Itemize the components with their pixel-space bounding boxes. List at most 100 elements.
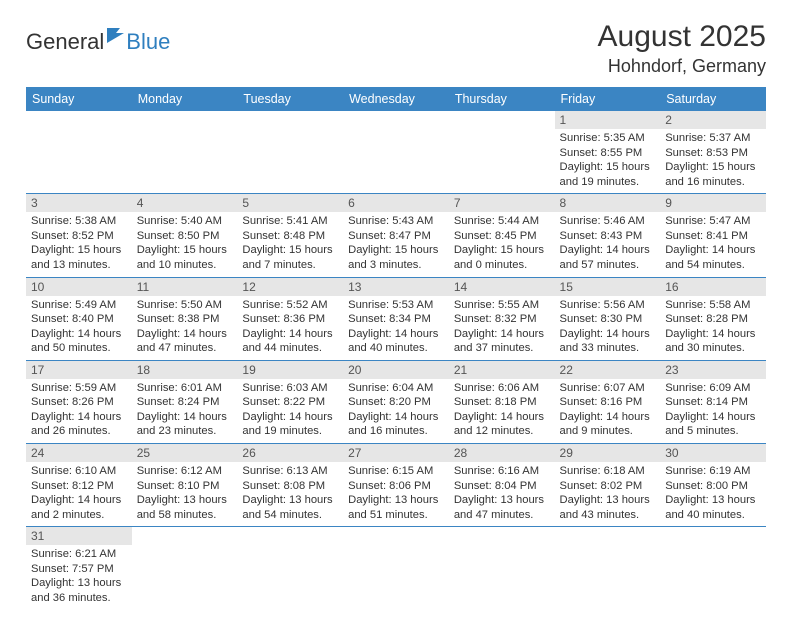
sunset-text: Sunset: 8:50 PM [137,229,233,244]
calendar-cell: 7Sunrise: 5:44 AMSunset: 8:45 PMDaylight… [449,194,555,277]
sunset-text: Sunset: 8:41 PM [665,229,761,244]
day-details: Sunrise: 6:18 AMSunset: 8:02 PMDaylight:… [555,462,661,526]
calendar-week-row: 31Sunrise: 6:21 AMSunset: 7:57 PMDayligh… [26,527,766,610]
day-details: Sunrise: 6:19 AMSunset: 8:00 PMDaylight:… [660,462,766,526]
sunset-text: Sunset: 8:16 PM [560,395,656,410]
daylight-text: Daylight: 14 hours and 40 minutes. [348,327,444,356]
sunrise-text: Sunrise: 6:16 AM [454,464,550,479]
day-number: 18 [132,361,238,379]
day-number: 2 [660,111,766,129]
sunset-text: Sunset: 8:22 PM [242,395,338,410]
daylight-text: Daylight: 13 hours and 40 minutes. [665,493,761,522]
day-details: Sunrise: 6:16 AMSunset: 8:04 PMDaylight:… [449,462,555,526]
sunset-text: Sunset: 8:12 PM [31,479,127,494]
daylight-text: Daylight: 15 hours and 3 minutes. [348,243,444,272]
day-details: Sunrise: 5:41 AMSunset: 8:48 PMDaylight:… [237,212,343,276]
sunset-text: Sunset: 8:30 PM [560,312,656,327]
calendar-cell [132,527,238,610]
daylight-text: Daylight: 15 hours and 19 minutes. [560,160,656,189]
daylight-text: Daylight: 14 hours and 33 minutes. [560,327,656,356]
day-details: Sunrise: 5:47 AMSunset: 8:41 PMDaylight:… [660,212,766,276]
day-number: 9 [660,194,766,212]
day-details: Sunrise: 5:56 AMSunset: 8:30 PMDaylight:… [555,296,661,360]
daylight-text: Daylight: 15 hours and 13 minutes. [31,243,127,272]
day-details: Sunrise: 5:52 AMSunset: 8:36 PMDaylight:… [237,296,343,360]
calendar-cell: 16Sunrise: 5:58 AMSunset: 8:28 PMDayligh… [660,277,766,360]
calendar-body: 1Sunrise: 5:35 AMSunset: 8:55 PMDaylight… [26,111,766,610]
weekday-header: Wednesday [343,87,449,111]
location: Hohndorf, Germany [598,56,766,77]
calendar-cell: 31Sunrise: 6:21 AMSunset: 7:57 PMDayligh… [26,527,132,610]
day-number: 22 [555,361,661,379]
daylight-text: Daylight: 14 hours and 50 minutes. [31,327,127,356]
sunrise-text: Sunrise: 5:56 AM [560,298,656,313]
calendar-cell [237,527,343,610]
calendar-cell: 24Sunrise: 6:10 AMSunset: 8:12 PMDayligh… [26,444,132,527]
sunrise-text: Sunrise: 5:49 AM [31,298,127,313]
calendar-cell: 4 Sunrise: 5:40 AMSunset: 8:50 PMDaylight… [132,194,238,277]
calendar-cell: 12Sunrise: 5:52 AMSunset: 8:36 PMDayligh… [237,277,343,360]
calendar-cell: 18Sunrise: 6:01 AMSunset: 8:24 PMDayligh… [132,360,238,443]
day-number: 17 [26,361,132,379]
daylight-text: Daylight: 14 hours and 5 minutes. [665,410,761,439]
daylight-text: Daylight: 13 hours and 36 minutes. [31,576,127,605]
daylight-text: Daylight: 15 hours and 10 minutes. [137,243,233,272]
logo: General Blue [26,26,170,57]
weekday-header: Tuesday [237,87,343,111]
day-number: 24 [26,444,132,462]
sunrise-text: Sunrise: 5:35 AM [560,131,656,146]
calendar-cell [237,111,343,194]
calendar-cell: 29Sunrise: 6:18 AMSunset: 8:02 PMDayligh… [555,444,661,527]
sunrise-text: Sunrise: 6:04 AM [348,381,444,396]
weekday-header: Friday [555,87,661,111]
weekday-header-row: Sunday Monday Tuesday Wednesday Thursday… [26,87,766,111]
sunset-text: Sunset: 8:40 PM [31,312,127,327]
calendar-cell [26,111,132,194]
sunrise-text: Sunrise: 6:18 AM [560,464,656,479]
daylight-text: Daylight: 14 hours and 57 minutes. [560,243,656,272]
sunrise-text: Sunrise: 5:58 AM [665,298,761,313]
day-number: 5 [237,194,343,212]
day-details: Sunrise: 5:50 AMSunset: 8:38 PMDaylight:… [132,296,238,360]
day-number: 27 [343,444,449,462]
day-number: 12 [237,278,343,296]
day-number: 20 [343,361,449,379]
day-number: 4 [132,194,238,212]
sunset-text: Sunset: 8:32 PM [454,312,550,327]
calendar-cell: 9Sunrise: 5:47 AMSunset: 8:41 PMDaylight… [660,194,766,277]
sunrise-text: Sunrise: 5:52 AM [242,298,338,313]
calendar-cell: 25Sunrise: 6:12 AMSunset: 8:10 PMDayligh… [132,444,238,527]
sunrise-text: Sunrise: 5:53 AM [348,298,444,313]
day-number: 31 [26,527,132,545]
day-details: Sunrise: 6:09 AMSunset: 8:14 PMDaylight:… [660,379,766,443]
calendar-week-row: 17Sunrise: 5:59 AMSunset: 8:26 PMDayligh… [26,360,766,443]
calendar-cell: 15Sunrise: 5:56 AMSunset: 8:30 PMDayligh… [555,277,661,360]
daylight-text: Daylight: 13 hours and 43 minutes. [560,493,656,522]
sunset-text: Sunset: 8:00 PM [665,479,761,494]
sunrise-text: Sunrise: 6:21 AM [31,547,127,562]
daylight-text: Daylight: 13 hours and 54 minutes. [242,493,338,522]
calendar-cell: 10Sunrise: 5:49 AMSunset: 8:40 PMDayligh… [26,277,132,360]
sunrise-text: Sunrise: 6:19 AM [665,464,761,479]
daylight-text: Daylight: 14 hours and 9 minutes. [560,410,656,439]
calendar-week-row: 24Sunrise: 6:10 AMSunset: 8:12 PMDayligh… [26,444,766,527]
sunrise-text: Sunrise: 5:40 AM [137,214,233,229]
day-number: 26 [237,444,343,462]
sunset-text: Sunset: 8:20 PM [348,395,444,410]
calendar-cell: 1Sunrise: 5:35 AMSunset: 8:55 PMDaylight… [555,111,661,194]
daylight-text: Daylight: 14 hours and 12 minutes. [454,410,550,439]
daylight-text: Daylight: 14 hours and 23 minutes. [137,410,233,439]
sunrise-text: Sunrise: 5:37 AM [665,131,761,146]
day-details: Sunrise: 5:59 AMSunset: 8:26 PMDaylight:… [26,379,132,443]
title-block: August 2025 Hohndorf, Germany [598,20,766,77]
logo-text-general: General [26,29,104,55]
calendar-week-row: 3Sunrise: 5:38 AMSunset: 8:52 PMDaylight… [26,194,766,277]
sunset-text: Sunset: 8:06 PM [348,479,444,494]
day-details: Sunrise: 6:15 AMSunset: 8:06 PMDaylight:… [343,462,449,526]
day-details: Sunrise: 6:13 AMSunset: 8:08 PMDaylight:… [237,462,343,526]
sunrise-text: Sunrise: 5:41 AM [242,214,338,229]
sunset-text: Sunset: 8:53 PM [665,146,761,161]
sunset-text: Sunset: 8:28 PM [665,312,761,327]
sunrise-text: Sunrise: 5:55 AM [454,298,550,313]
daylight-text: Daylight: 13 hours and 51 minutes. [348,493,444,522]
